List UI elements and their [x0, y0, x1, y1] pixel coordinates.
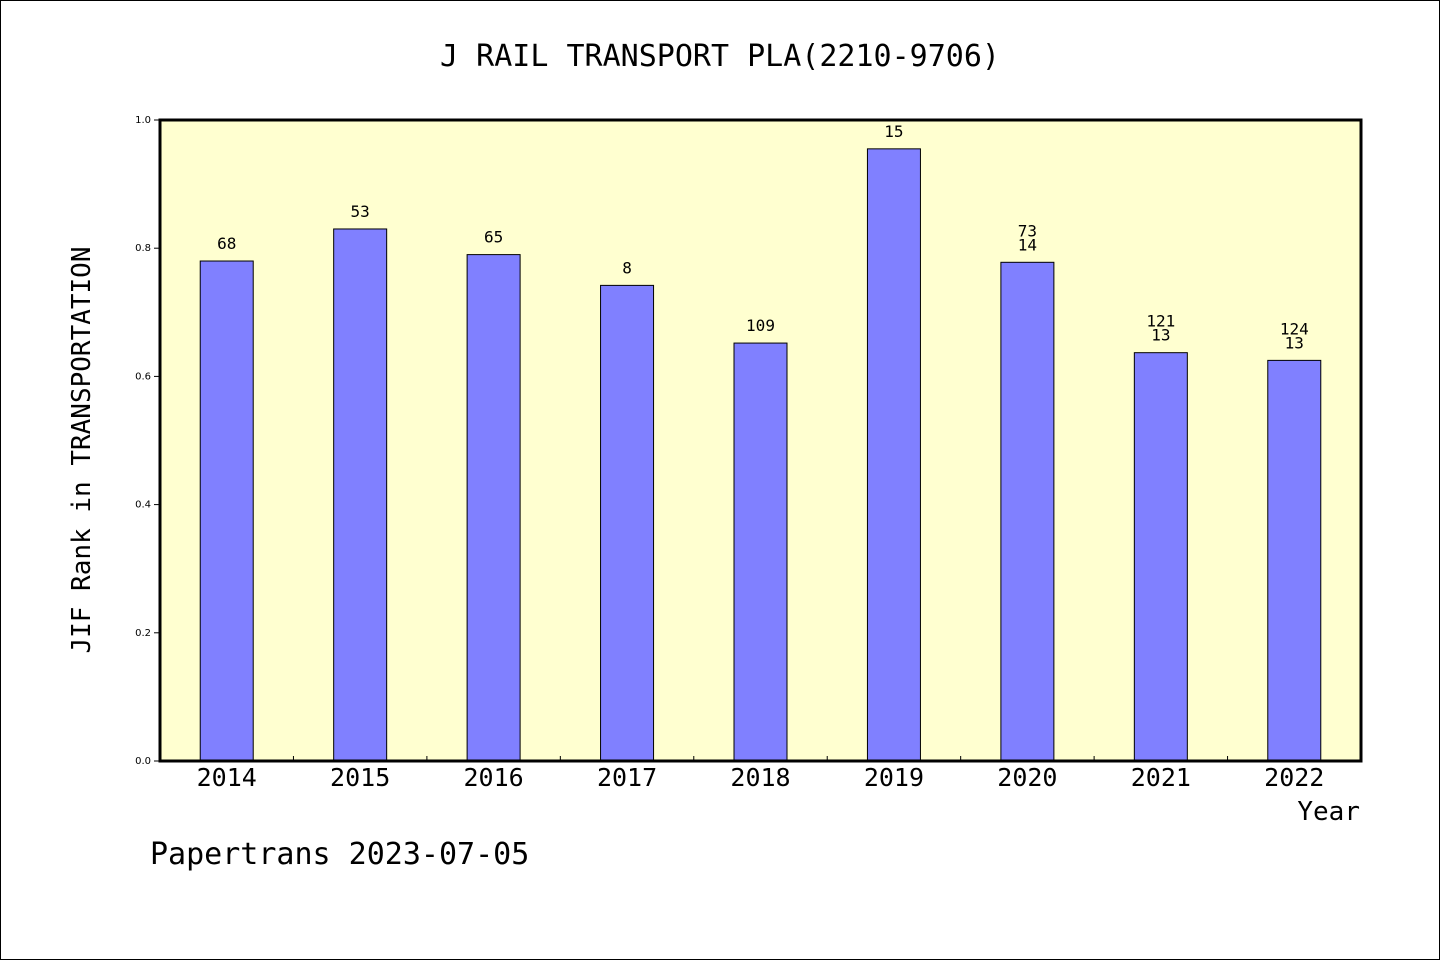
y-tick-label: 0.2 — [135, 628, 151, 639]
y-tick-label: 0.4 — [135, 500, 151, 511]
bar-data-label: 13 — [1285, 333, 1304, 352]
watermark-text: Papertrans 2023-07-05 — [150, 837, 529, 872]
x-tick-label: 2018 — [730, 763, 790, 792]
bar-data-label: 14 — [1018, 235, 1037, 254]
x-tick-label: 2022 — [1264, 763, 1324, 792]
x-tick-label: 2021 — [1131, 763, 1191, 792]
bar-data-label: 15 — [884, 122, 903, 141]
bar-data-label: 73 — [1018, 221, 1037, 240]
y-tick-label: 0.0 — [135, 756, 151, 767]
x-tick-label: 2017 — [597, 763, 657, 792]
bar-2022 — [1267, 359, 1322, 762]
bar-2016 — [466, 254, 521, 762]
bar-data-label: 53 — [351, 202, 370, 221]
y-tick-label: 0.8 — [135, 243, 151, 254]
bar-data-label: 121 — [1146, 312, 1175, 331]
bar-data-label: 109 — [746, 316, 775, 335]
bar-data-label: 13 — [1151, 326, 1170, 345]
x-tick-label: 2015 — [330, 763, 390, 792]
bar-2014 — [199, 260, 254, 762]
plot-border — [158, 118, 1363, 763]
bar-2021 — [1133, 352, 1188, 762]
x-axis: 2014 2015 2016 2017 2018 2019 2020 2021 2022 — [197, 756, 1324, 792]
bar-data-label: 8 — [622, 258, 632, 277]
bar-data-label: 68 — [217, 234, 236, 253]
x-axis-label: Year — [1297, 797, 1360, 827]
bar-2017 — [600, 284, 655, 762]
x-tick-label: 2016 — [464, 763, 524, 792]
bar-data-label: 124 — [1280, 319, 1309, 338]
x-tick-label: 2014 — [197, 763, 257, 792]
chart-title: J RAIL TRANSPORT PLA(2210-9706) — [440, 39, 1000, 74]
y-axis: 0.0 0.2 0.4 0.6 0.8 1.0 — [135, 115, 160, 767]
y-axis-label: JIF Rank in TRANSPORTATION — [67, 247, 97, 654]
x-tick-label: 2019 — [864, 763, 924, 792]
y-tick-label: 1.0 — [135, 115, 151, 126]
y-tick-label: 0.6 — [135, 371, 151, 382]
bar-2019 — [866, 148, 921, 762]
bar-2018 — [733, 342, 788, 762]
bar-data-label: 65 — [484, 228, 503, 247]
bars-layer — [199, 148, 1322, 762]
x-tick-label: 2020 — [997, 763, 1057, 792]
bar-2020 — [1000, 261, 1055, 762]
bar-2015 — [333, 228, 388, 762]
